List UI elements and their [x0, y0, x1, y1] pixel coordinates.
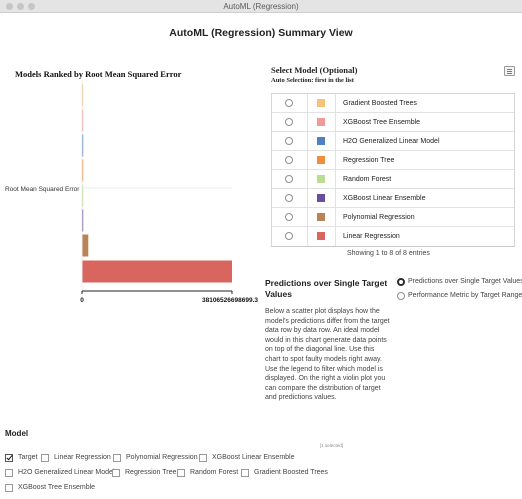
model-color-swatch	[317, 99, 325, 107]
view-option-label: Predictions over Single Target Values	[408, 278, 522, 285]
checkbox[interactable]	[199, 454, 207, 462]
hamburger-menu-icon[interactable]	[504, 66, 515, 76]
chart-bar-regression-tree	[82, 159, 84, 182]
model-color-swatch	[317, 232, 325, 240]
page-title: AutoML (Regression) Summary View	[169, 27, 353, 39]
model-radio[interactable]	[285, 118, 293, 126]
view-option-label: Performance Metric by Target Range	[408, 292, 522, 299]
checkbox-label: Random Forest	[190, 469, 239, 476]
chart-y-axis-label: Root Mean Squared Error	[5, 186, 80, 193]
predictions-description: Below a scatter plot displays how the mo…	[265, 308, 390, 402]
model-row[interactable]: XGBoost Linear Ensemble	[272, 189, 514, 208]
model-row[interactable]: Gradient Boosted Trees	[272, 94, 514, 113]
checkbox[interactable]	[177, 469, 185, 477]
chart-bar-polynomial-regression	[82, 234, 89, 257]
model-name: Gradient Boosted Trees	[343, 100, 417, 107]
model-radio[interactable]	[285, 194, 293, 202]
chart-title: Models Ranked by Root Mean Squared Error	[15, 69, 182, 79]
rmse-bar-chart: Root Mean Squared Error 0 38106526698699.…	[5, 80, 258, 304]
chart-x-tick-label: 0	[80, 297, 84, 304]
checkbox[interactable]	[41, 454, 49, 462]
model-name: Random Forest	[343, 176, 392, 183]
window-title: AutoML (Regression)	[223, 2, 299, 11]
chart-bar-h2o-generalized-linear-model	[82, 134, 84, 157]
model-name: Polynomial Regression	[343, 214, 415, 221]
select-model-title: Select Model (Optional)	[271, 65, 358, 75]
model-name: H2O Generalized Linear Model	[343, 138, 440, 145]
checkbox-label: H2O Generalized Linear Model	[18, 469, 115, 476]
select-model-subtitle: Auto Selection: first in the list	[271, 77, 354, 84]
chart-bar-xgboost-tree-ensemble	[82, 109, 84, 132]
model-radio[interactable]	[285, 156, 293, 164]
maximize-window-icon[interactable]	[28, 3, 35, 10]
model-table: Gradient Boosted Trees XGBoost Tree Ensem…	[271, 93, 515, 247]
model-name: XGBoost Tree Ensemble	[343, 119, 421, 126]
model-row[interactable]: Random Forest	[272, 170, 514, 189]
checkbox[interactable]	[113, 454, 121, 462]
model-color-swatch	[317, 118, 325, 126]
model-row[interactable]: XGBoost Tree Ensemble	[272, 113, 514, 132]
model-row[interactable]: Regression Tree	[272, 151, 514, 170]
model-row[interactable]: Linear Regression	[272, 227, 514, 246]
checkbox[interactable]	[5, 469, 13, 477]
model-color-swatch	[317, 194, 325, 202]
chart-x-tick-label: 38106526698699.3	[202, 297, 258, 304]
chart-bar-linear-regression	[82, 260, 232, 283]
checkbox-label: XGBoost Linear Ensemble	[212, 454, 295, 461]
model-color-swatch	[317, 156, 325, 164]
model-name: Regression Tree	[343, 157, 395, 164]
chart-bar-random-forest	[82, 184, 84, 207]
model-radio[interactable]	[285, 232, 293, 240]
minimize-window-icon[interactable]	[17, 3, 24, 10]
close-window-icon[interactable]	[6, 3, 13, 10]
checkbox-label: Gradient Boosted Trees	[254, 469, 328, 476]
model-radio[interactable]	[285, 99, 293, 107]
model-name: XGBoost Linear Ensemble	[343, 195, 426, 202]
model-radio[interactable]	[285, 137, 293, 145]
model-color-swatch	[317, 175, 325, 183]
model-color-swatch	[317, 213, 325, 221]
selected-count: [1 selected]	[320, 443, 344, 448]
checkbox[interactable]	[241, 469, 249, 477]
model-radio[interactable]	[285, 213, 293, 221]
model-name: Linear Regression	[343, 233, 400, 240]
model-row[interactable]: H2O Generalized Linear Model	[272, 132, 514, 151]
checkbox[interactable]	[5, 454, 13, 462]
predictions-section-title: Predictions over Single Target Values	[265, 278, 388, 299]
checkbox-label: XGBoost Tree Ensemble	[18, 484, 96, 491]
checkbox[interactable]	[112, 469, 120, 477]
model-color-swatch	[317, 137, 325, 145]
checkbox-label: Regression Tree	[125, 469, 177, 476]
chart-bar-gradient-boosted-trees	[82, 84, 84, 107]
checkbox-label: Polynomial Regression	[126, 454, 198, 461]
window-titlebar: AutoML (Regression)	[0, 0, 522, 13]
model-row[interactable]: Polynomial Regression	[272, 208, 514, 227]
table-entries-info: Showing 1 to 8 of 8 entries	[347, 250, 430, 257]
checkbox-label: Linear Regression	[54, 454, 111, 461]
view-option-radio[interactable]	[397, 278, 405, 286]
chart-bar-xgboost-linear-ensemble	[82, 209, 84, 232]
model-radio[interactable]	[285, 175, 293, 183]
checkbox-label: Target	[18, 454, 38, 461]
view-option-radio[interactable]	[397, 292, 405, 300]
checkbox[interactable]	[5, 484, 13, 492]
model-filter-label: Model	[5, 429, 29, 438]
